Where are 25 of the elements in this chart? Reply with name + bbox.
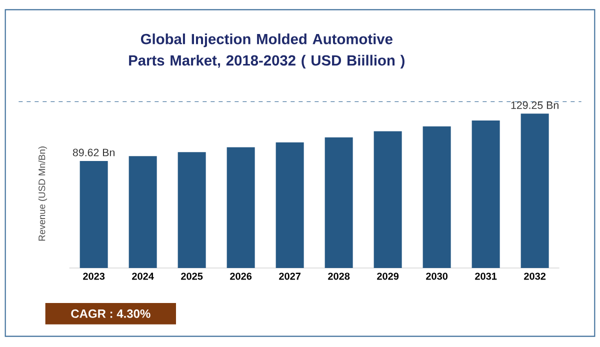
x-tick-label: 2025 — [181, 272, 203, 280]
data-label: 129.25 Bn — [511, 101, 558, 109]
x-tick-label: 2027 — [279, 272, 301, 280]
data-label: 89.62 Bn — [72, 148, 114, 156]
x-tick-label: 2031 — [475, 272, 497, 280]
bar — [422, 126, 451, 268]
bar — [128, 156, 157, 268]
text: CAGR : 4.30% — [71, 309, 150, 318]
bar — [80, 160, 108, 268]
x-tick-label: 2032 — [524, 272, 546, 280]
x-tick-label: 2030 — [426, 272, 448, 280]
bar — [472, 120, 500, 268]
bar — [276, 142, 304, 268]
chart-title: Global Injection Molded Automotive Parts Market, 2018-2032 ( USD Biillion ) — [129, 34, 404, 68]
bar — [324, 137, 353, 268]
x-tick-label: 2029 — [377, 272, 399, 280]
x-tick-label: 2024 — [132, 272, 154, 280]
bar — [520, 114, 549, 268]
y-axis-title: Revenue (USD Mn/Bn) — [38, 146, 48, 241]
bar — [226, 147, 255, 268]
x-tick-label: 2028 — [328, 272, 350, 280]
x-tick-label: 2023 — [83, 272, 105, 280]
x-tick-label: 2026 — [230, 272, 252, 280]
bar — [178, 152, 206, 268]
bar — [374, 131, 402, 268]
